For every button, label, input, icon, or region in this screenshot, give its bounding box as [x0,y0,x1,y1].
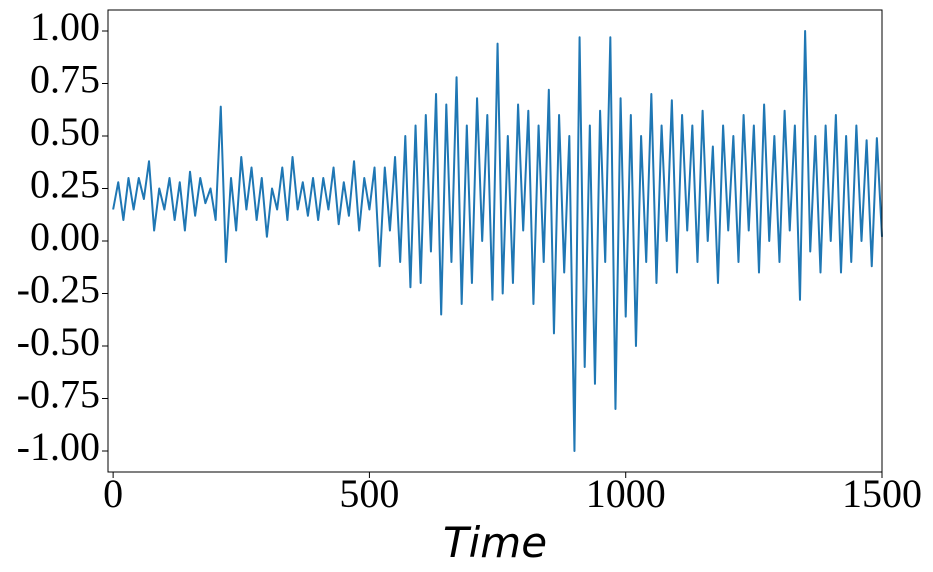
x-axis-label: Time [443,518,547,567]
y-tick-label: 1.00 [30,4,100,49]
y-tick-label: 0.75 [30,57,100,102]
y-tick-label: -0.75 [17,372,100,417]
x-tick-label: 1500 [842,471,922,516]
x-tick-label: 0 [103,471,123,516]
y-tick-label: -1.00 [17,424,100,469]
x-tick-label: 1000 [586,471,666,516]
y-tick-label: -0.50 [17,319,100,364]
x-tick-label: 500 [339,471,399,516]
y-tick-label: -0.25 [17,267,100,312]
y-tick-label: 0.00 [30,214,100,259]
y-tick-label: 0.25 [30,162,100,207]
y-tick-label: 0.50 [30,109,100,154]
plot-frame [107,9,883,473]
line-series [112,30,883,452]
